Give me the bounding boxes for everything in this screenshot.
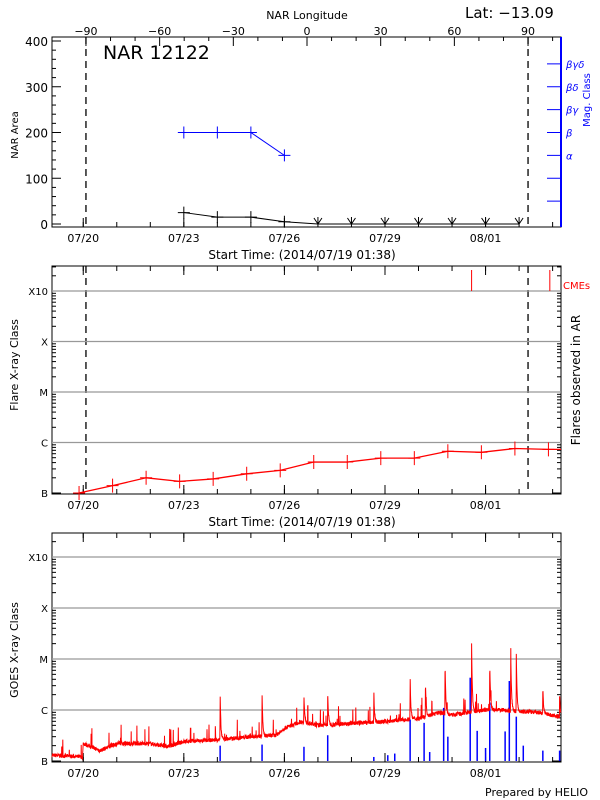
flares-x-label: Start Time: (2014/07/19 01:38) bbox=[208, 515, 395, 529]
mag-class-tick-label: βδ bbox=[565, 83, 579, 94]
nar-title: NAR 12122 bbox=[103, 42, 210, 64]
x-tick-label: 07/20 bbox=[67, 767, 99, 780]
area-point-arrow bbox=[414, 217, 423, 225]
flare-point bbox=[73, 486, 86, 500]
x-tick-label: 07/26 bbox=[269, 767, 301, 780]
y-tick-label: M bbox=[39, 655, 48, 666]
y-tick-label: 300 bbox=[25, 81, 48, 95]
x-tick-label: 07/23 bbox=[168, 232, 200, 245]
flare-point bbox=[475, 445, 488, 460]
area-point bbox=[211, 211, 224, 224]
x-tick-label: 07/23 bbox=[168, 499, 200, 512]
panel-frame-2 bbox=[51, 532, 562, 763]
area-point-arrow bbox=[313, 217, 323, 225]
longitude-tick-label: −90 bbox=[74, 25, 97, 38]
y-tick-label: 0 bbox=[40, 218, 48, 232]
flare-point bbox=[207, 471, 220, 486]
y-tick-label: 200 bbox=[25, 127, 48, 141]
mag-class-point bbox=[244, 126, 257, 139]
x-tick-label: 08/01 bbox=[470, 767, 502, 780]
x-tick-label: 07/20 bbox=[67, 232, 99, 245]
mag-class-tick-label: β bbox=[565, 129, 573, 140]
x-tick-label: 07/26 bbox=[269, 499, 301, 512]
mag-class-point bbox=[211, 126, 224, 139]
flare-point bbox=[106, 478, 119, 493]
flare-point bbox=[307, 455, 320, 470]
area-point bbox=[278, 215, 291, 228]
longitude-tick-label: 90 bbox=[521, 25, 535, 38]
area-point-arrow bbox=[481, 217, 490, 225]
flare-point bbox=[542, 442, 555, 457]
cme-label: CMEs bbox=[563, 281, 590, 292]
flare-point bbox=[140, 470, 153, 485]
x-tick-label: 07/23 bbox=[168, 767, 200, 780]
nar-y-label: NAR Area bbox=[10, 111, 21, 158]
x-tick-label: 08/01 bbox=[470, 232, 502, 245]
longitude-tick-label: 30 bbox=[374, 25, 388, 38]
flare-point bbox=[408, 451, 421, 466]
x-tick-label: 07/29 bbox=[369, 767, 401, 780]
area-point-arrow bbox=[380, 217, 390, 225]
panel-frame-0 bbox=[51, 36, 562, 228]
top-axis-title: NAR Longitude bbox=[266, 9, 348, 22]
mag-class-point bbox=[278, 149, 291, 162]
x-tick-label: 07/29 bbox=[369, 499, 401, 512]
flare-point bbox=[274, 463, 287, 478]
longitude-tick-label: −30 bbox=[222, 25, 245, 38]
flare-level-line bbox=[78, 447, 561, 494]
flares-y-label: Flare X-ray Class bbox=[8, 319, 21, 411]
flare-point bbox=[173, 474, 186, 489]
flares-right-label: Flares observed in AR bbox=[569, 315, 583, 445]
nar-x-label: Start Time: (2014/07/19 01:38) bbox=[208, 248, 395, 262]
x-tick-label: 07/20 bbox=[67, 499, 99, 512]
y-tick-label: X bbox=[41, 338, 48, 349]
x-tick-label: 07/26 bbox=[269, 232, 301, 245]
goes-y-label: GOES X-ray Class bbox=[8, 602, 21, 698]
y-tick-label: 400 bbox=[25, 35, 48, 49]
flare-point bbox=[341, 455, 354, 470]
y-tick-label: B bbox=[41, 757, 48, 768]
panel-frame-1 bbox=[51, 265, 562, 495]
x-tick-label: 07/29 bbox=[369, 232, 401, 245]
x-tick-label: 08/01 bbox=[470, 499, 502, 512]
y-tick-label: C bbox=[41, 706, 48, 717]
flare-point bbox=[508, 441, 521, 456]
y-tick-label: M bbox=[39, 388, 48, 399]
goes-flux-line bbox=[51, 643, 562, 761]
mag-class-tick-label: α bbox=[566, 151, 573, 162]
area-point bbox=[244, 211, 257, 224]
mag-class-point bbox=[177, 126, 190, 139]
area-point-arrow bbox=[347, 217, 356, 225]
longitude-tick-label: −60 bbox=[148, 25, 171, 38]
flare-point bbox=[240, 466, 253, 481]
flare-point bbox=[441, 444, 454, 459]
area-point-arrow bbox=[447, 217, 457, 225]
y-tick-label: C bbox=[41, 439, 48, 450]
longitude-tick-label: 0 bbox=[304, 25, 311, 38]
flare-point bbox=[374, 451, 387, 466]
latitude-label: Lat: −13.09 bbox=[465, 4, 554, 22]
longitude-tick-label: 60 bbox=[447, 25, 461, 38]
y-tick-label: 100 bbox=[25, 172, 48, 186]
y-tick-label: X10 bbox=[28, 553, 48, 564]
y-tick-label: X bbox=[41, 604, 48, 615]
area-point bbox=[177, 206, 190, 219]
mag-class-tick-label: βγ bbox=[565, 106, 579, 117]
mag-class-label: Mag. Class bbox=[582, 73, 593, 127]
area-point-arrow bbox=[514, 217, 524, 225]
credit-label: Prepared by HELIO bbox=[485, 786, 588, 799]
mag-class-line bbox=[183, 132, 285, 156]
y-tick-label: B bbox=[41, 489, 48, 500]
y-tick-label: X10 bbox=[28, 287, 48, 298]
mag-class-tick-label: βγδ bbox=[565, 60, 584, 71]
